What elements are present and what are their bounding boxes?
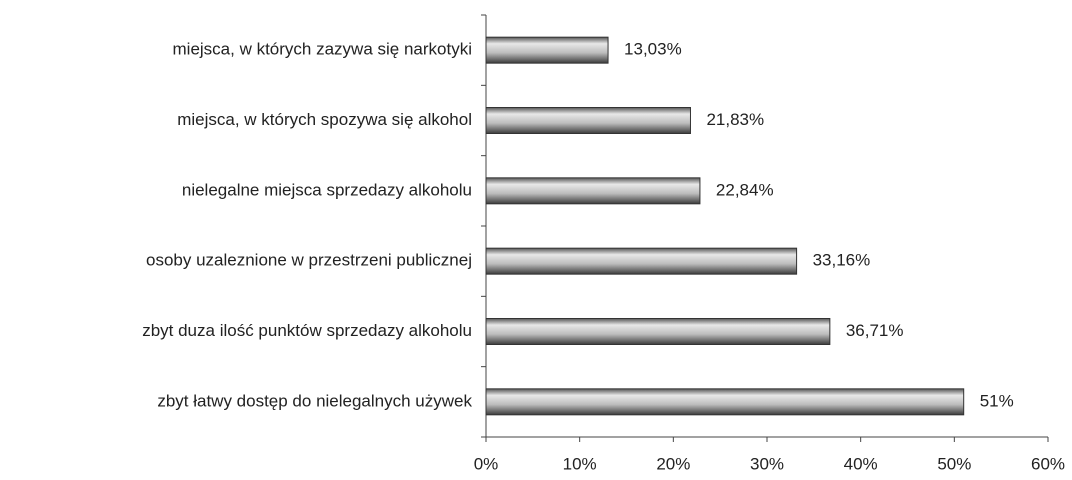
x-tick-label: 40% [844, 454, 878, 473]
value-label: 13,03% [624, 40, 682, 59]
x-tick-label: 20% [656, 454, 690, 473]
x-tick-label: 0% [474, 454, 499, 473]
x-tick-label: 10% [563, 454, 597, 473]
y-tick-label: miejsca, w których spozywa się alkohol [177, 110, 472, 129]
y-tick-label: zbyt łatwy dostęp do nielegalnych używek [157, 391, 472, 410]
y-tick-label: miejsca, w których zazywa się narkotyki [173, 40, 472, 59]
bar [485, 247, 798, 275]
value-label: 33,16% [813, 251, 871, 270]
y-tick-label: nielegalne miejsca sprzedazy alkoholu [182, 180, 472, 199]
bar [485, 388, 965, 416]
bar [485, 177, 701, 205]
value-label: 36,71% [846, 321, 904, 340]
y-tick-label: osoby uzaleznione w przestrzeni publiczn… [146, 251, 472, 270]
bar [485, 107, 691, 134]
x-tick-label: 30% [750, 454, 784, 473]
x-tick-label: 60% [1031, 454, 1065, 473]
x-tick-label: 50% [937, 454, 971, 473]
value-label: 22,84% [716, 180, 774, 199]
value-label: 51% [980, 391, 1014, 410]
bar [485, 36, 609, 64]
bar [485, 318, 831, 345]
value-label: 21,83% [706, 110, 764, 129]
y-tick-label: zbyt duza ilość punktów sprzedazy alkoho… [142, 321, 472, 340]
